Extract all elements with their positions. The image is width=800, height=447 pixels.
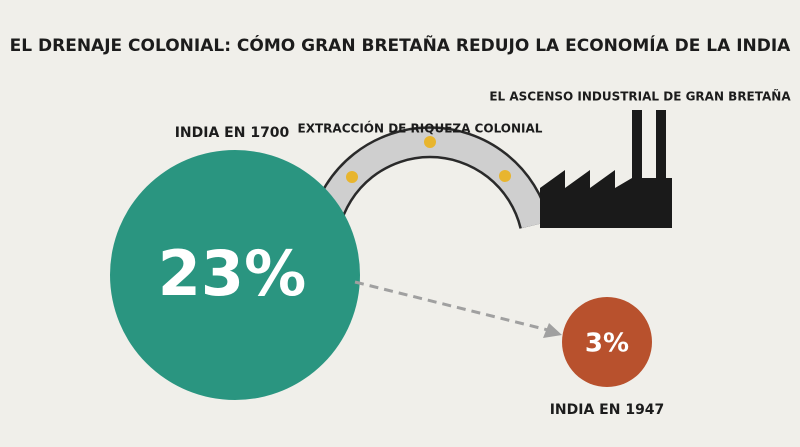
india-1700-circle [110,150,360,400]
extraction-label: EXTRACCIÓN DE RIQUEZA COLONIAL [298,121,543,136]
decline-arrow [354,280,549,332]
india-1947-circle [562,297,652,387]
title: EL DRENAJE COLONIAL: CÓMO GRAN BRETAÑA R… [10,33,792,56]
wealth-dot [424,136,436,148]
india-1947-share: 3% [585,329,629,359]
india-1700-label: INDIA EN 1700 [175,125,290,141]
wealth-dot [346,171,358,183]
india-1700-share: 23% [158,237,306,310]
india-1947-label: INDIA EN 1947 [550,402,665,418]
wealth-dot [499,170,511,182]
britain-label: EL ASCENSO INDUSTRIAL DE GRAN BRETAÑA [489,89,791,104]
arrow-head [543,323,562,338]
factory [540,110,672,228]
